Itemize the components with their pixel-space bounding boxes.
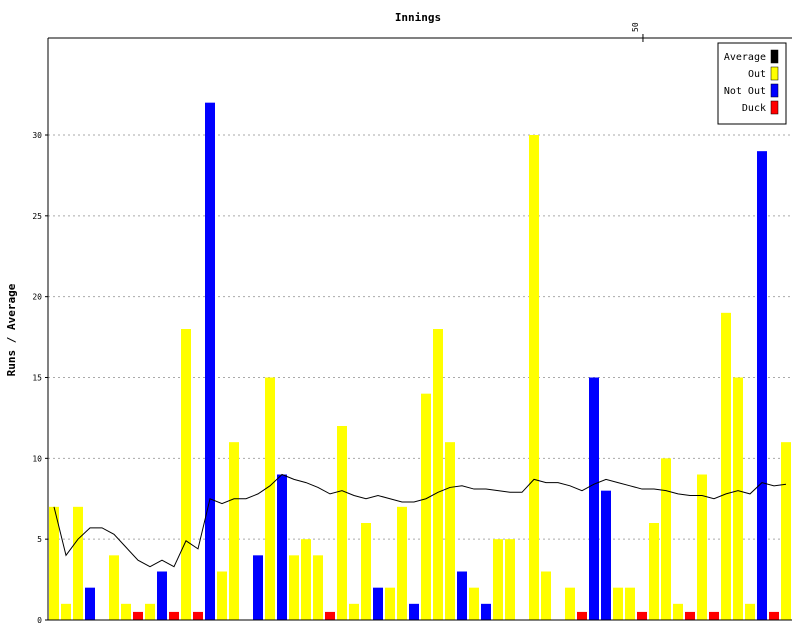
chart-title: Innings xyxy=(395,11,441,24)
y-tick-label: 0 xyxy=(37,616,42,625)
bar-out xyxy=(61,603,71,620)
bar-not-out xyxy=(205,102,215,620)
y-tick-label: 10 xyxy=(32,454,42,463)
bar-out xyxy=(397,506,407,620)
bar-out xyxy=(613,587,623,620)
bar-duck xyxy=(769,611,779,620)
bar-duck xyxy=(709,611,719,620)
bar-out xyxy=(469,587,479,620)
top-tick-label: 50 xyxy=(631,22,640,32)
bar-duck xyxy=(325,611,335,620)
gridlines xyxy=(48,134,792,540)
bar-out xyxy=(313,555,323,620)
bar-out xyxy=(49,506,59,620)
bar-out xyxy=(733,377,743,620)
bar-duck xyxy=(577,611,587,620)
legend-label: Not Out xyxy=(724,86,766,97)
legend-swatch xyxy=(770,83,779,98)
bar-out xyxy=(529,135,539,620)
bar-not-out xyxy=(85,587,95,620)
average-line xyxy=(53,473,787,568)
bar-out xyxy=(121,603,131,620)
legend-swatch xyxy=(770,49,779,64)
bar-out xyxy=(697,474,707,620)
average-series-line xyxy=(53,473,787,568)
bar-out xyxy=(361,523,371,620)
y-tick-label: 25 xyxy=(32,212,42,221)
legend-label: Average xyxy=(724,52,766,63)
bar-out xyxy=(265,377,275,620)
bar-out xyxy=(673,603,683,620)
bar-out xyxy=(721,312,731,620)
bar-out xyxy=(337,426,347,620)
bar-out xyxy=(289,555,299,620)
bar-not-out xyxy=(481,603,491,620)
bar-not-out xyxy=(757,151,767,620)
bar-out xyxy=(745,603,755,620)
bar-not-out xyxy=(253,555,263,620)
bar-out xyxy=(505,539,515,620)
y-tick-label: 20 xyxy=(32,293,42,302)
bar-out xyxy=(565,587,575,620)
bar-out xyxy=(493,539,503,620)
bars xyxy=(49,102,791,620)
y-tick-label: 30 xyxy=(32,131,42,140)
y-tick-label: 15 xyxy=(32,374,42,383)
bar-duck xyxy=(637,611,647,620)
bar-out xyxy=(541,571,551,620)
bar-not-out xyxy=(373,587,383,620)
bar-not-out xyxy=(409,603,419,620)
legend-label: Out xyxy=(748,69,766,80)
legend-label: Duck xyxy=(742,103,766,114)
axes xyxy=(47,37,792,621)
bar-out xyxy=(433,329,443,620)
bar-out xyxy=(649,523,659,620)
bar-not-out xyxy=(457,571,467,620)
bar-not-out xyxy=(157,571,167,620)
bar-not-out xyxy=(601,490,611,620)
bar-out xyxy=(229,442,239,620)
bar-duck xyxy=(169,611,179,620)
tick-labels: 0 5 10 15 20 25 30 50 xyxy=(32,22,644,625)
bar-out xyxy=(73,506,83,620)
bar-out xyxy=(181,329,191,620)
y-tick-label: 5 xyxy=(37,535,42,544)
bar-not-out xyxy=(589,377,599,620)
bar-out xyxy=(301,539,311,620)
bar-out xyxy=(217,571,227,620)
legend-swatch xyxy=(770,66,779,81)
bar-out xyxy=(661,458,671,620)
legend-swatch xyxy=(770,100,779,115)
bar-out xyxy=(421,393,431,620)
bar-out xyxy=(385,587,395,620)
bar-out xyxy=(445,442,455,620)
bar-out xyxy=(145,603,155,620)
bar-duck xyxy=(193,611,203,620)
bar-duck xyxy=(133,611,143,620)
y-axis-label: Runs / Average xyxy=(5,283,18,376)
bar-not-out xyxy=(277,474,287,620)
bar-out xyxy=(109,555,119,620)
bar-duck xyxy=(685,611,695,620)
legend: Average Out Not Out Duck xyxy=(717,42,787,125)
bar-out xyxy=(349,603,359,620)
bar-out xyxy=(625,587,635,620)
bar-out xyxy=(781,442,791,620)
